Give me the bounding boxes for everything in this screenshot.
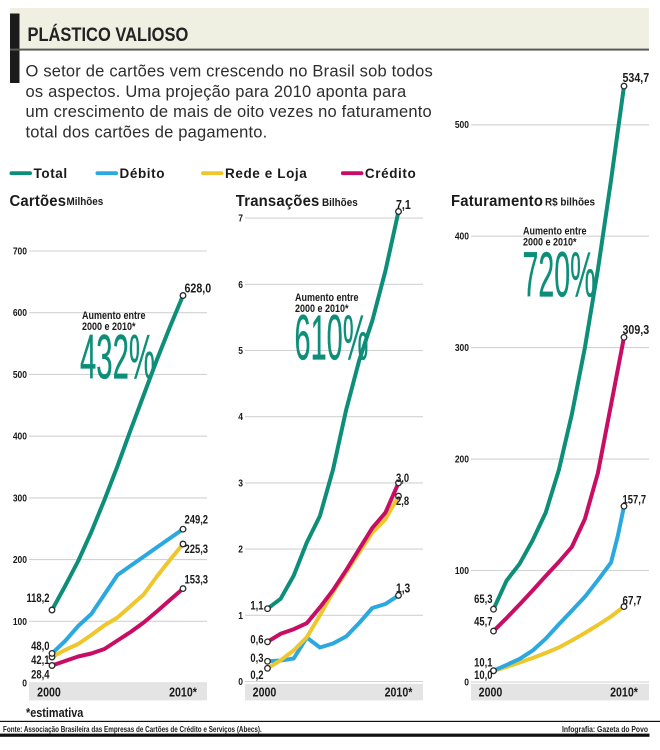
svg-text:Transações: Transações <box>236 193 320 211</box>
svg-text:um crescimento de mais de oito: um crescimento de mais de oito vezes no … <box>26 103 432 121</box>
svg-text:700: 700 <box>13 246 27 257</box>
svg-text:5: 5 <box>238 345 243 356</box>
svg-text:2,8: 2,8 <box>396 495 409 508</box>
svg-text:628,0: 628,0 <box>185 280 212 295</box>
svg-text:10,1: 10,1 <box>474 657 492 670</box>
svg-text:400: 400 <box>13 431 27 442</box>
svg-text:720%: 720% <box>522 238 595 310</box>
svg-text:Fonte: Associação Brasileira d: Fonte: Associação Brasileira das Empresa… <box>3 724 262 734</box>
svg-text:534,7: 534,7 <box>623 70 650 85</box>
svg-text:PLÁSTICO VALIOSO: PLÁSTICO VALIOSO <box>27 23 188 46</box>
svg-text:Cartões: Cartões <box>10 193 67 211</box>
svg-text:45,7: 45,7 <box>474 616 492 629</box>
svg-text:2000 e 2010*: 2000 e 2010* <box>523 237 577 249</box>
svg-text:100: 100 <box>455 565 469 576</box>
svg-text:Rede e Loja: Rede e Loja <box>225 166 307 181</box>
svg-text:Total: Total <box>34 166 68 181</box>
svg-text:67,7: 67,7 <box>623 595 642 608</box>
svg-text:157,7: 157,7 <box>623 494 647 507</box>
svg-text:10,0: 10,0 <box>474 669 492 682</box>
svg-text:Aumento entre: Aumento entre <box>523 226 587 238</box>
svg-text:os aspectos. Uma projeção para: os aspectos. Uma projeção para 2010 apon… <box>26 83 408 101</box>
svg-text:2000: 2000 <box>37 686 61 700</box>
svg-text:432%: 432% <box>80 323 155 392</box>
svg-text:400: 400 <box>455 231 469 242</box>
svg-text:500: 500 <box>13 369 27 380</box>
svg-text:1,3: 1,3 <box>396 583 410 596</box>
svg-text:2000 e 2010*: 2000 e 2010* <box>82 321 136 333</box>
svg-text:Crédito: Crédito <box>365 166 416 181</box>
svg-text:3,0: 3,0 <box>396 472 409 485</box>
svg-text:100: 100 <box>13 616 27 627</box>
svg-text:225,3: 225,3 <box>185 543 209 556</box>
svg-text:2000: 2000 <box>253 686 277 700</box>
svg-text:300: 300 <box>13 493 27 504</box>
svg-text:4: 4 <box>238 412 243 423</box>
svg-text:2010*: 2010* <box>169 686 197 700</box>
svg-text:249,2: 249,2 <box>185 514 209 527</box>
svg-text:200: 200 <box>455 454 469 465</box>
svg-text:2000: 2000 <box>479 686 503 700</box>
svg-text:7,1: 7,1 <box>396 197 411 212</box>
svg-text:2: 2 <box>238 544 243 555</box>
svg-text:0: 0 <box>238 676 243 687</box>
svg-text:3: 3 <box>238 478 243 489</box>
svg-text:600: 600 <box>13 308 27 319</box>
svg-text:0,2: 0,2 <box>250 669 263 682</box>
svg-text:0: 0 <box>464 677 469 688</box>
svg-text:610%: 610% <box>295 302 369 374</box>
svg-text:1,1: 1,1 <box>250 600 263 613</box>
svg-text:7: 7 <box>238 213 243 224</box>
svg-text:Faturamento: Faturamento <box>451 193 543 211</box>
svg-text:65,3: 65,3 <box>474 593 492 606</box>
svg-text:Milhões: Milhões <box>67 197 104 209</box>
svg-text:*estimativa: *estimativa <box>26 705 84 720</box>
svg-text:Bilhões: Bilhões <box>322 198 358 210</box>
svg-text:309,3: 309,3 <box>623 322 650 337</box>
svg-text:2000 e 2010*: 2000 e 2010* <box>295 303 349 315</box>
svg-text:O setor de cartões vem crescen: O setor de cartões vem crescendo no Bras… <box>26 63 434 81</box>
svg-text:0: 0 <box>22 678 27 689</box>
svg-text:R$ bilhões: R$ bilhões <box>545 197 595 209</box>
svg-text:2010*: 2010* <box>610 686 638 700</box>
svg-text:500: 500 <box>455 120 469 131</box>
svg-text:total dos cartões de pagamento: total dos cartões de pagamento. <box>26 123 268 141</box>
svg-text:Infografia: Gazeta do Povo: Infografia: Gazeta do Povo <box>562 724 648 734</box>
svg-text:42,1: 42,1 <box>31 654 49 667</box>
svg-text:300: 300 <box>455 343 469 354</box>
svg-text:0,3: 0,3 <box>250 652 263 665</box>
svg-text:Aumento entre: Aumento entre <box>295 292 359 304</box>
svg-text:6: 6 <box>238 279 243 290</box>
svg-text:48,0: 48,0 <box>31 640 49 653</box>
svg-text:153,3: 153,3 <box>185 574 209 587</box>
svg-text:118,2: 118,2 <box>26 592 49 605</box>
svg-text:Débito: Débito <box>120 166 166 181</box>
svg-text:200: 200 <box>13 554 27 565</box>
svg-text:Aumento entre: Aumento entre <box>82 310 146 322</box>
svg-text:0,6: 0,6 <box>250 634 263 647</box>
svg-text:28,4: 28,4 <box>31 669 49 682</box>
svg-text:2010*: 2010* <box>385 686 413 700</box>
svg-text:1: 1 <box>238 610 243 621</box>
